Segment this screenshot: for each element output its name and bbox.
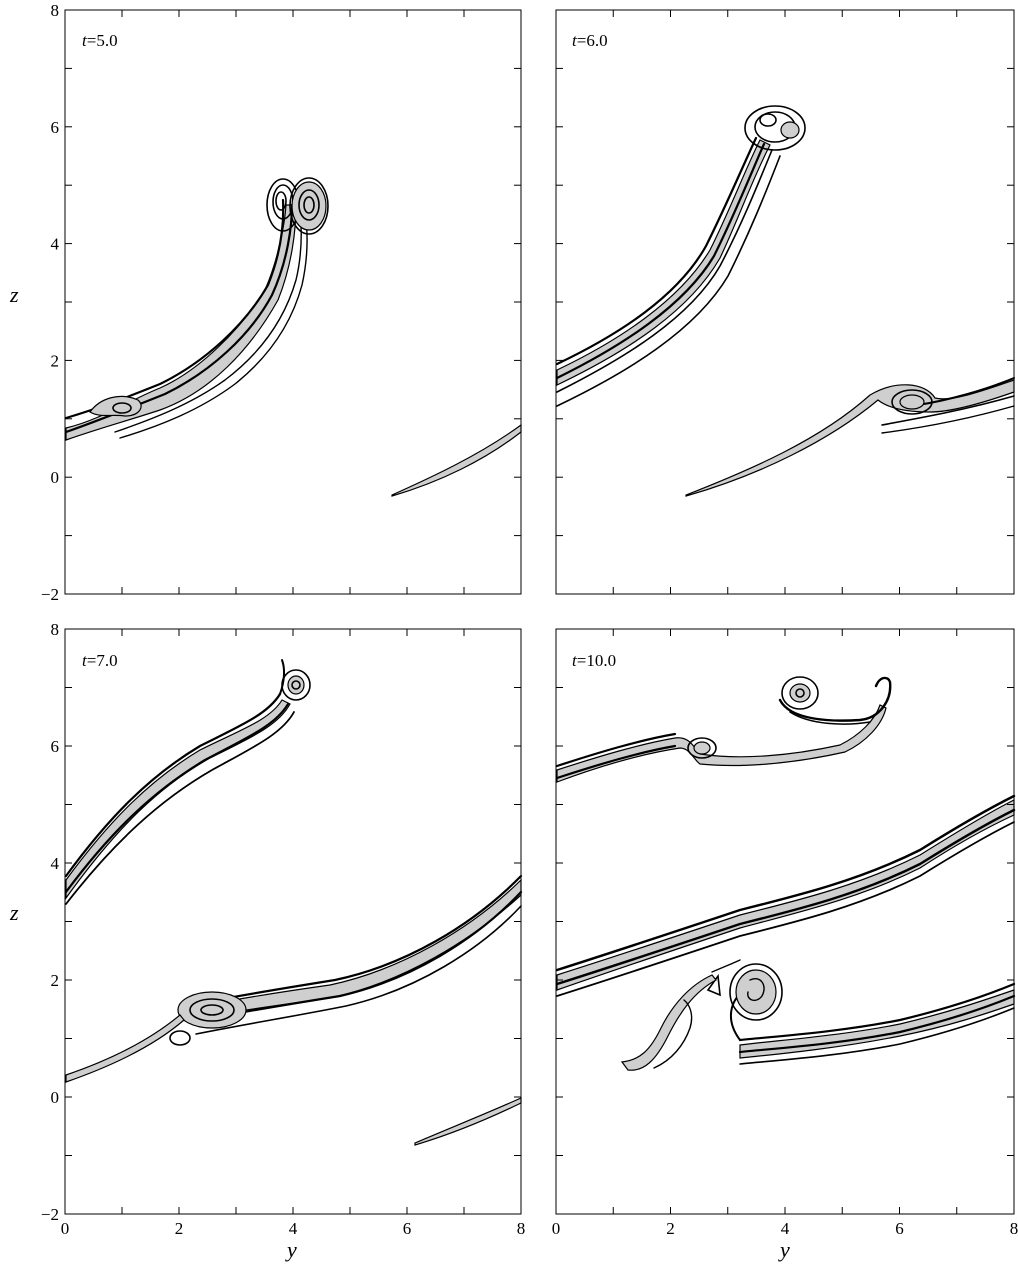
x-tick-label: 2 bbox=[666, 1219, 675, 1238]
contour-field bbox=[64, 177, 522, 497]
panel-frame bbox=[64, 9, 522, 595]
filament bbox=[685, 379, 1015, 497]
shaded-band bbox=[556, 799, 1015, 991]
x-tick-label: 6 bbox=[403, 1219, 412, 1238]
panel-time-label: t=5.0 bbox=[82, 31, 118, 50]
panel-time-label: t=10.0 bbox=[572, 651, 616, 670]
panel-frame bbox=[555, 628, 1015, 1215]
y-tick-label: 6 bbox=[51, 737, 60, 756]
y-tick-label: −2 bbox=[41, 585, 59, 604]
panel-time-label: t=6.0 bbox=[572, 31, 608, 50]
x-tick-label: 2 bbox=[175, 1219, 184, 1238]
panel-t10: t=10.0 bbox=[555, 628, 1016, 1215]
y-axis-title-top: z bbox=[9, 282, 19, 307]
y-tick-label: 8 bbox=[51, 1, 60, 20]
y-tick-label: 2 bbox=[51, 971, 60, 990]
x-axis-title-right: y bbox=[778, 1237, 790, 1262]
shaded-band bbox=[739, 989, 1015, 1059]
y-tick-label: 8 bbox=[51, 620, 60, 639]
panel-t7: t=7.0 bbox=[64, 628, 523, 1215]
x-tick-label: 0 bbox=[61, 1219, 70, 1238]
shaded-band bbox=[556, 139, 771, 386]
x-axis-title-left: y bbox=[285, 1237, 297, 1262]
x-tick-label: 6 bbox=[895, 1219, 904, 1238]
x-tick-label: 8 bbox=[517, 1219, 526, 1238]
contour-field bbox=[555, 105, 1015, 497]
y-tick-label: 0 bbox=[51, 468, 60, 487]
panel-t6: t=6.0 bbox=[555, 9, 1015, 595]
panel-time-label: t=7.0 bbox=[82, 651, 118, 670]
filament bbox=[620, 974, 717, 1071]
shaded-band bbox=[556, 704, 887, 783]
y-tick-label: 4 bbox=[51, 854, 60, 873]
shaded-band bbox=[65, 699, 291, 900]
contour-field bbox=[64, 659, 523, 1146]
y-tick-label: 6 bbox=[51, 118, 60, 137]
panel-frame bbox=[555, 9, 1015, 595]
x-tick-label: 8 bbox=[1010, 1219, 1018, 1238]
filament bbox=[391, 423, 522, 497]
y-tick-label: −2 bbox=[41, 1205, 59, 1224]
x-tick-label: 4 bbox=[289, 1219, 298, 1238]
x-tick-label: 4 bbox=[781, 1219, 790, 1238]
x-tick-label: 0 bbox=[552, 1219, 561, 1238]
y-tick-label: 2 bbox=[51, 351, 60, 370]
y-tick-label: 4 bbox=[51, 235, 60, 254]
filament bbox=[65, 1014, 185, 1083]
contour-field bbox=[555, 676, 1016, 1071]
panel-t5: t=5.0 bbox=[64, 9, 522, 595]
filament bbox=[414, 1097, 522, 1146]
panel-frame bbox=[64, 628, 522, 1215]
y-axis-title-bottom: z bbox=[9, 900, 19, 925]
y-tick-label: 0 bbox=[51, 1088, 60, 1107]
